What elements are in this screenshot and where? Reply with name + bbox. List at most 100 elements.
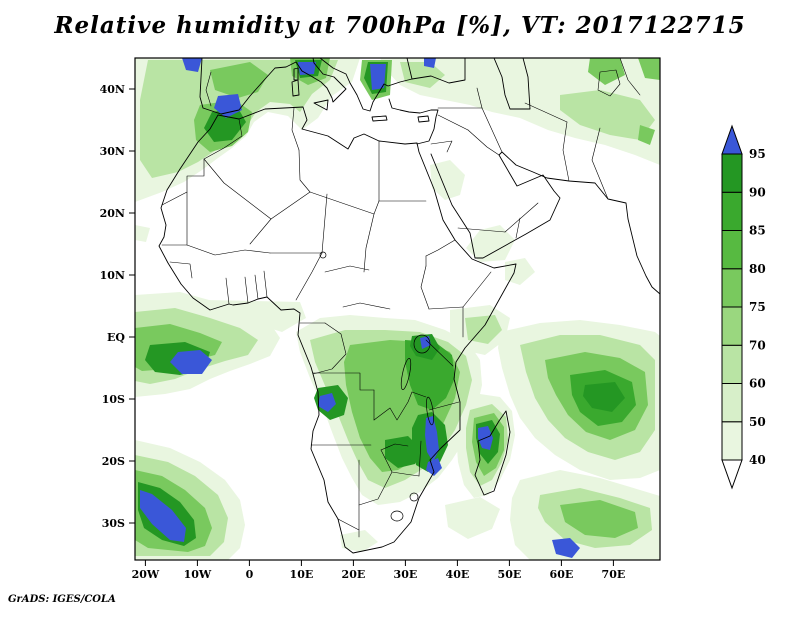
country-border xyxy=(476,87,483,109)
y-tick-label: 20N xyxy=(100,207,125,220)
humidity-blob xyxy=(210,62,268,98)
lake-chad xyxy=(319,251,327,259)
country-border xyxy=(203,158,311,220)
colorbar-segment xyxy=(721,421,743,461)
colorbar-tick-label: 85 xyxy=(749,224,766,238)
humidity-blob xyxy=(552,538,580,558)
sicily xyxy=(313,99,329,111)
caspian-sea xyxy=(493,58,531,110)
country-border xyxy=(186,244,271,256)
humidity-blob xyxy=(182,58,202,72)
humidity-blob xyxy=(400,62,445,88)
coastlines xyxy=(158,58,660,554)
humidity-blob xyxy=(560,90,655,140)
country-border xyxy=(337,518,360,531)
country-border xyxy=(481,107,503,153)
humidity-blob xyxy=(420,336,431,349)
corsica xyxy=(293,67,299,81)
humidity-blob xyxy=(370,64,386,90)
country-border xyxy=(263,270,268,298)
humidity-blob xyxy=(466,225,515,262)
country-border xyxy=(342,302,391,310)
country-border xyxy=(312,322,347,375)
country-border xyxy=(457,227,506,233)
colorbar-segment xyxy=(721,383,743,423)
country-border xyxy=(462,271,492,308)
country-border xyxy=(425,239,456,257)
country-border xyxy=(254,274,259,300)
lake-tanganyika xyxy=(400,357,412,391)
humidity-blob xyxy=(340,530,378,552)
country-border xyxy=(298,149,311,193)
country-border xyxy=(363,213,375,273)
colorbar: 40 50 60 70 75 80 85 90 95 xyxy=(721,124,766,490)
humidity-blob xyxy=(426,458,442,476)
lesotho-outline xyxy=(390,510,404,522)
country-border xyxy=(358,471,393,506)
country-border xyxy=(309,191,380,215)
country-border xyxy=(225,277,230,305)
colorbar-tick-label: 70 xyxy=(749,338,766,352)
swaziland-outline xyxy=(409,492,419,502)
y-axis: 40N 30N 20N 10N EQ 10S 20S 30S xyxy=(100,83,135,530)
country-border xyxy=(312,372,375,391)
lake-malawi xyxy=(426,396,434,426)
humidity-blob xyxy=(445,497,500,539)
humidity-blob xyxy=(430,160,465,200)
madagascar-coastline xyxy=(474,410,511,496)
country-border xyxy=(562,121,570,182)
humidity-blob xyxy=(583,382,625,412)
colorbar-bottom-arrow xyxy=(721,459,743,490)
country-border xyxy=(437,114,469,131)
humidity-shading xyxy=(135,58,660,560)
humidity-blob xyxy=(385,436,420,468)
x-tick-label: 10E xyxy=(290,568,314,581)
x-tick-label: 0 xyxy=(246,568,254,581)
humidity-blob xyxy=(424,58,436,68)
humidity-blob xyxy=(588,58,625,85)
y-tick-label: 30N xyxy=(100,145,125,158)
x-tick-label: 10W xyxy=(184,568,212,581)
humidity-blob xyxy=(140,490,186,542)
colorbar-segment xyxy=(721,344,743,384)
country-border xyxy=(425,339,454,367)
humidity-blob xyxy=(638,125,655,145)
arabia-coastline xyxy=(430,151,561,259)
colorbar-top-arrow xyxy=(721,124,743,155)
africa-coastline xyxy=(158,106,517,554)
country-border xyxy=(295,252,323,301)
country-border xyxy=(418,440,422,477)
lake-victoria xyxy=(413,334,431,354)
colorbar-tick-label: 75 xyxy=(749,300,766,314)
humidity-blob xyxy=(405,340,455,410)
country-borders xyxy=(161,58,641,538)
country-border xyxy=(504,202,539,233)
y-tick-label: 20S xyxy=(102,455,125,468)
country-border xyxy=(428,306,464,310)
colorbar-tick-label: 90 xyxy=(749,185,766,199)
humidity-blob xyxy=(205,300,306,332)
country-border xyxy=(161,191,188,246)
colorbar-tick-label: 50 xyxy=(749,415,766,429)
y-tick-label: EQ xyxy=(107,331,125,344)
grads-stamp: GrADS: IGES/COLA xyxy=(8,594,116,605)
country-border xyxy=(373,391,413,421)
colorbar-segment xyxy=(721,153,743,193)
humidity-blob xyxy=(425,416,439,462)
y-tick-label: 10S xyxy=(102,393,125,406)
colorbar-tick-label: 40 xyxy=(749,453,766,467)
country-border xyxy=(524,102,568,123)
x-tick-label: 30E xyxy=(394,568,418,581)
humidity-blob xyxy=(170,350,212,374)
x-tick-label: 40E xyxy=(446,568,470,581)
y-tick-label: 40N xyxy=(100,83,125,96)
colorbar-tick-label: 95 xyxy=(749,147,766,161)
country-border xyxy=(380,449,420,477)
x-tick-label: 20W xyxy=(132,568,160,581)
y-tick-label: 10N xyxy=(100,269,125,282)
country-border xyxy=(467,129,500,156)
country-border xyxy=(244,276,249,304)
country-border xyxy=(324,265,370,273)
